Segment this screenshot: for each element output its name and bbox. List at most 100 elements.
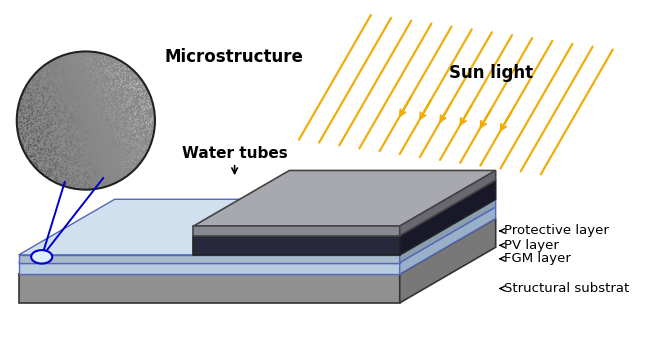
Point <box>71 152 81 158</box>
Point <box>43 119 53 125</box>
Point <box>50 121 60 127</box>
Point <box>84 104 94 110</box>
Point <box>52 132 63 138</box>
Point <box>44 63 55 69</box>
Point <box>57 180 67 186</box>
Point <box>61 104 71 110</box>
Point <box>61 88 71 94</box>
Point <box>66 158 77 163</box>
Point <box>41 79 52 85</box>
Point <box>39 126 49 132</box>
Point <box>88 176 99 182</box>
Point <box>92 106 103 112</box>
Point <box>61 106 71 111</box>
Point <box>126 90 137 96</box>
Point <box>115 59 126 65</box>
Point <box>55 104 65 110</box>
Point <box>129 160 140 166</box>
Point <box>112 85 122 91</box>
Point <box>118 159 129 165</box>
Point <box>46 147 56 153</box>
Point <box>63 82 73 88</box>
Point <box>141 144 151 150</box>
Point <box>50 128 61 134</box>
Point <box>81 163 92 169</box>
Point <box>116 161 127 167</box>
Point <box>141 151 151 157</box>
Point <box>46 168 57 174</box>
Point <box>57 174 67 179</box>
Point <box>43 85 53 91</box>
Point <box>58 60 68 66</box>
Point <box>126 138 137 144</box>
Point <box>97 94 107 99</box>
Point <box>135 79 145 85</box>
Point <box>94 113 105 118</box>
Point <box>21 132 31 138</box>
Point <box>41 165 51 171</box>
Point <box>120 73 131 79</box>
Point <box>95 126 105 132</box>
Point <box>113 72 124 78</box>
Point <box>44 132 55 138</box>
Point <box>49 136 60 142</box>
Point <box>101 66 112 72</box>
Point <box>78 173 89 179</box>
Point <box>75 74 86 80</box>
Point <box>98 120 109 126</box>
Point <box>101 107 111 113</box>
Point <box>30 138 41 143</box>
Point <box>40 65 50 71</box>
Point <box>73 106 83 111</box>
Point <box>102 93 112 98</box>
Point <box>134 155 145 161</box>
Point <box>48 173 59 179</box>
Point <box>22 150 32 155</box>
Point <box>17 129 27 135</box>
Point <box>139 85 149 91</box>
Point <box>95 154 106 159</box>
Point <box>69 98 80 104</box>
Point <box>54 57 65 63</box>
Point <box>48 134 59 140</box>
Point <box>85 159 95 165</box>
Point <box>123 67 133 73</box>
Point <box>27 76 37 81</box>
Point <box>84 184 94 190</box>
Point <box>86 69 97 74</box>
Point <box>42 101 52 107</box>
Point <box>118 132 129 138</box>
Point <box>120 111 131 117</box>
Point <box>105 175 115 181</box>
Point <box>137 144 147 150</box>
Point <box>24 104 34 110</box>
Point <box>48 171 58 177</box>
Point <box>124 140 135 146</box>
Point <box>71 54 82 60</box>
Point <box>73 180 83 186</box>
Point <box>126 125 137 130</box>
Point <box>77 116 88 122</box>
Point <box>84 70 95 76</box>
Point <box>128 124 139 130</box>
Point <box>52 104 63 110</box>
Point <box>59 117 69 123</box>
Point <box>99 85 109 90</box>
Point <box>39 121 49 126</box>
Point <box>108 136 118 142</box>
Point <box>42 174 52 179</box>
Point <box>113 78 124 83</box>
Point <box>122 155 132 161</box>
Point <box>70 96 80 102</box>
Point <box>95 104 106 110</box>
Point <box>35 158 45 164</box>
Point <box>101 94 111 99</box>
Point <box>27 129 38 134</box>
Point <box>80 134 90 140</box>
Point <box>78 54 89 60</box>
Point <box>31 71 42 77</box>
Point <box>80 73 91 78</box>
Point <box>41 171 52 177</box>
Point <box>105 111 115 117</box>
Point <box>103 180 113 185</box>
